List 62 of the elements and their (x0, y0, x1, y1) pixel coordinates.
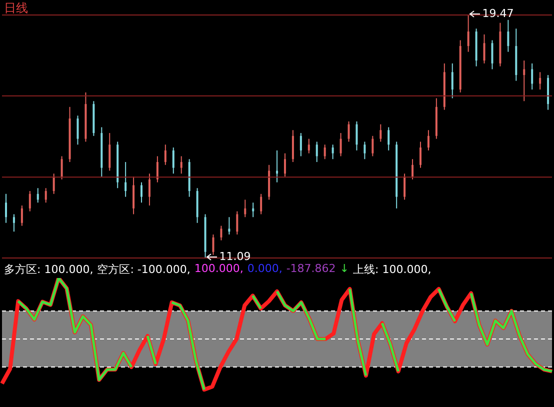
text: 上线: 100.000, (353, 262, 432, 277)
candlestick (5, 193, 7, 224)
candlestick (108, 132, 111, 172)
candlestick (316, 141, 318, 163)
text: 0.000, (247, 262, 282, 277)
candlestick (451, 62, 454, 99)
candlestick (404, 173, 406, 200)
candlestick (507, 19, 510, 52)
candlestick (60, 156, 63, 180)
candlestick (483, 34, 486, 64)
candlestick (348, 120, 350, 142)
text: ↓ (340, 262, 350, 277)
candlestick (412, 158, 414, 180)
annotation: 19.47 (482, 7, 514, 20)
candlestick (332, 144, 334, 160)
candlestick (284, 152, 286, 178)
text: 空方区: -100.000, (97, 262, 190, 277)
text: 多方区: 100.000, (4, 262, 94, 277)
text: 100.000, (194, 262, 244, 277)
candlestick (260, 193, 262, 215)
candlestick (52, 173, 55, 194)
candlestick (172, 147, 174, 174)
text: -187.862 (286, 262, 336, 277)
candlestick (292, 130, 294, 163)
candlestick (212, 234, 214, 256)
candlestick (140, 182, 143, 204)
candlestick (236, 210, 238, 236)
candlestick (523, 60, 526, 102)
candlestick (228, 216, 230, 236)
candlestick (220, 225, 222, 241)
candlestick (76, 115, 79, 146)
candlestick (491, 40, 494, 70)
candlestick (252, 202, 254, 218)
candlestick (132, 176, 135, 215)
candlestick (356, 120, 358, 151)
candlestick (148, 173, 150, 206)
candlestick (467, 15, 470, 52)
annotation: 11.09 (219, 250, 251, 263)
candlestick (28, 190, 31, 212)
candlestick (324, 144, 326, 160)
candlestick (308, 138, 310, 154)
candlestick (12, 214, 15, 232)
candlestick (276, 150, 278, 183)
candlestick (300, 132, 302, 157)
candlestick (531, 62, 534, 90)
candlestick (419, 141, 422, 168)
candlestick (539, 72, 542, 90)
candlestick (124, 162, 127, 198)
candlestick (372, 135, 374, 157)
candlestick (388, 126, 390, 151)
candlestick (20, 205, 23, 226)
candlestick (427, 130, 430, 151)
candlestick (380, 124, 382, 142)
candlestick (36, 188, 39, 204)
chart-title: 日线 (4, 0, 28, 17)
candlestick (244, 199, 246, 218)
candlestick (164, 144, 166, 166)
candlestick (156, 156, 158, 183)
candlestick (180, 156, 182, 174)
candlestick (340, 132, 342, 157)
candlestick (44, 188, 47, 204)
candlestick (364, 141, 366, 160)
